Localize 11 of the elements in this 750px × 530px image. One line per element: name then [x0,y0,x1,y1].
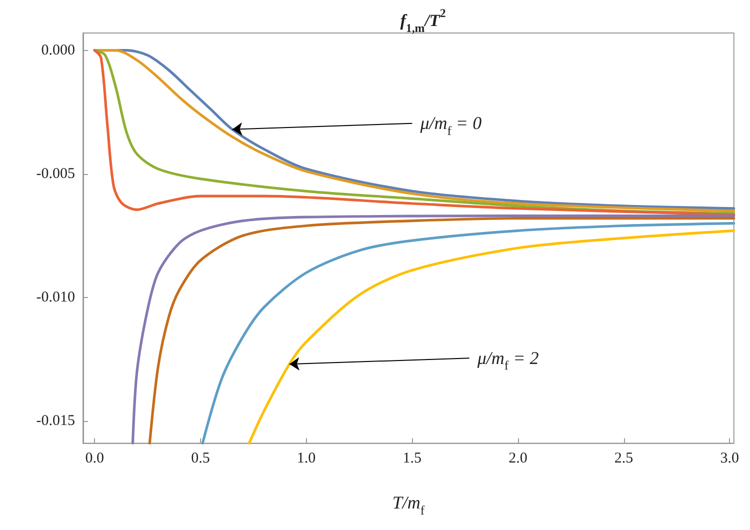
x-tick-label: 0.5 [191,450,210,467]
x-tick-label: 1.0 [296,450,316,467]
x-tick-label: 2.0 [508,450,528,467]
x-tick-label: 2.5 [614,450,634,467]
y-tick-label: -0.015 [36,412,75,429]
y-tick-label: 0.000 [41,42,75,58]
x-tick-label: 0.0 [85,450,104,467]
y-tick-label: -0.010 [36,289,75,306]
y-tick-label: -0.005 [36,166,75,182]
x-tick-label: 1.5 [402,450,422,467]
x-tick-label: 3.0 [720,450,739,467]
